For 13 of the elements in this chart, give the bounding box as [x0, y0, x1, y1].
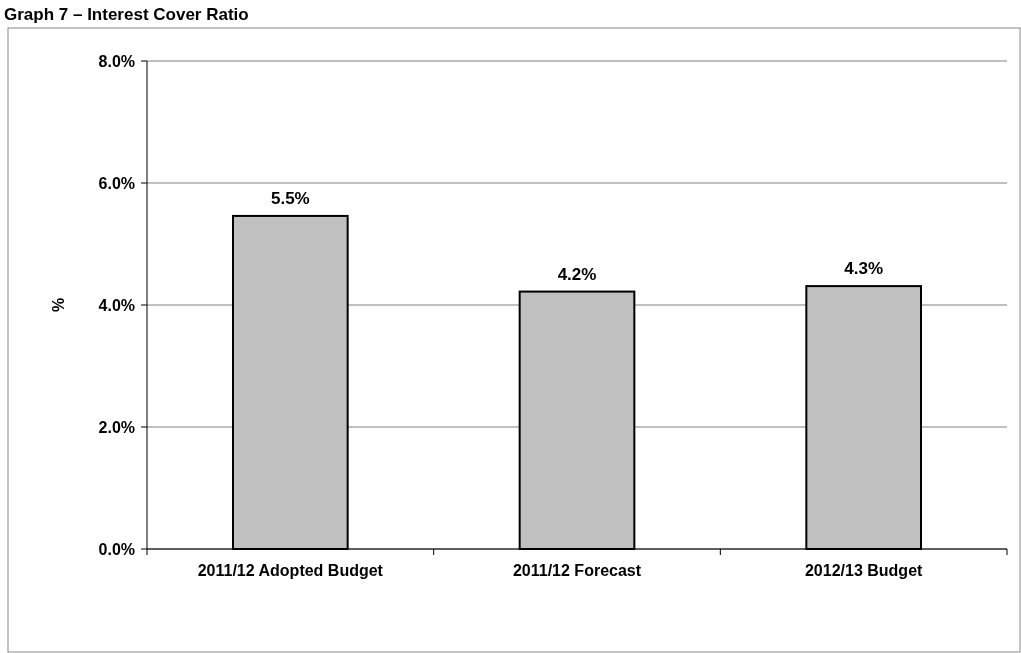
y-axis-title: %	[50, 297, 67, 313]
y-tick-label: 2.0%	[98, 418, 135, 436]
x-tick-label: 2012/13 Budget	[804, 562, 924, 579]
data-label: 4.2%	[557, 264, 597, 284]
y-tick-label: 6.0%	[98, 174, 135, 192]
data-label: 5.5%	[270, 188, 310, 208]
data-label: 4.3%	[844, 259, 884, 279]
y-tick-label: 4.0%	[98, 296, 135, 314]
chart-title: Graph 7 – Interest Cover Ratio	[4, 5, 249, 24]
y-tick-label: 8.0%	[98, 52, 135, 70]
y-tick-label: 0.0%	[98, 540, 135, 558]
x-tick-label: 2011/12 Forecast	[512, 562, 642, 579]
x-tick-label: 2011/12 Adopted Budget	[197, 562, 384, 579]
